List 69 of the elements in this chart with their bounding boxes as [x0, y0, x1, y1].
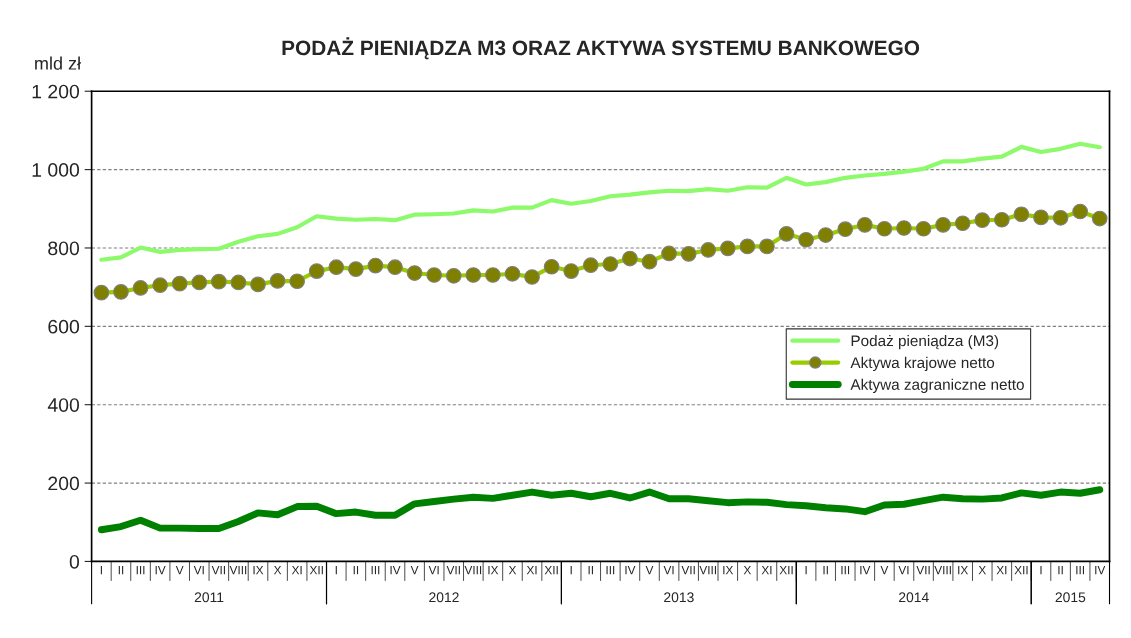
x-tick-label: I [1040, 566, 1042, 575]
x-tick-label: V [880, 566, 889, 575]
y-tick-label: 1 200 [32, 84, 80, 99]
x-tick-label: XII [309, 566, 323, 575]
text: 2012 [429, 592, 459, 603]
x-tick-label: IX [488, 566, 499, 575]
x-tick-label: VI [663, 566, 674, 575]
x-tick-label: VII [681, 566, 695, 575]
x-tick-label: XII [544, 566, 558, 575]
x-tick-label: III [1076, 566, 1084, 575]
y-tick-label: 800 [48, 241, 80, 256]
x-tick-label: X [273, 566, 282, 575]
x-tick-label: V [645, 566, 654, 575]
x-tick-label: II [823, 566, 828, 575]
x-tick-label: IV [860, 566, 871, 575]
x-tick-label: II [588, 566, 593, 575]
text: 2011 [194, 592, 224, 603]
x-tick-label: XI [526, 566, 537, 575]
x-tick-label: II [353, 566, 359, 575]
y-axis-title: mld zł [35, 56, 81, 70]
x-tick-label: XI [291, 566, 302, 575]
x-tick-label: II [118, 566, 124, 575]
x-tick-label: VIII [934, 566, 951, 575]
x-tick-label: XII [779, 566, 793, 575]
y-tick-label: 400 [47, 398, 80, 412]
text: 2013 [664, 592, 694, 603]
x-tick-label: VI [193, 566, 204, 575]
text: 2014 [899, 592, 929, 603]
x-tick-label: VII [916, 566, 930, 575]
x-tick-label: V [175, 566, 184, 575]
x-tick-label: III [371, 566, 380, 575]
x-tick-label: XI [761, 566, 772, 575]
x-tick-label: V [410, 566, 419, 575]
x-tick-label: IX [253, 566, 264, 575]
chart-title: PODAŻ PIENIĄDZA M3 ORAZ AKTYWA SYSTEMU BANKOWEGO [282, 37, 920, 60]
x-tick-label: IV [390, 566, 401, 575]
x-tick-label: III [136, 566, 145, 575]
x-tick-label: IX [958, 566, 969, 575]
x-tick-label: VI [898, 566, 909, 575]
legend-label: Aktywa zagraniczne netto [850, 378, 1024, 393]
x-tick-label: I [100, 566, 102, 575]
legend-label: Aktywa krajowe netto [850, 356, 995, 372]
y-tick-label: 0 [69, 554, 80, 569]
x-tick-label: IV [1095, 566, 1106, 575]
x-tick-label: X [978, 566, 986, 575]
x-tick-label: XI [996, 566, 1007, 575]
x-tick-label: III [606, 566, 615, 575]
x-tick-label: IV [155, 566, 166, 575]
x-tick-label: II [1058, 566, 1063, 575]
legend-label: Podaż pieniądza (M3) [851, 334, 999, 350]
x-tick-label: XII [1014, 566, 1028, 575]
x-tick-label: VII [446, 566, 460, 575]
y-tick-label: 600 [48, 319, 80, 334]
y-tick-label: 200 [48, 476, 80, 491]
x-tick-label: VI [428, 566, 439, 575]
x-tick-label: X [743, 566, 752, 575]
x-tick-label: IX [723, 566, 734, 575]
text: 2015 [1055, 592, 1086, 603]
x-tick-label: VIII [229, 566, 247, 575]
x-tick-label: VIII [464, 566, 482, 575]
x-tick-label: I [570, 566, 572, 575]
x-tick-label: III [841, 566, 850, 575]
x-tick-label: VIII [699, 566, 716, 575]
x-tick-label: IV [625, 566, 636, 575]
x-tick-label: I [335, 566, 337, 575]
x-tick-label: X [508, 566, 517, 575]
x-tick-label: VII [211, 566, 225, 575]
y-tick-label: 1 000 [32, 163, 80, 177]
x-tick-label: I [805, 566, 807, 575]
